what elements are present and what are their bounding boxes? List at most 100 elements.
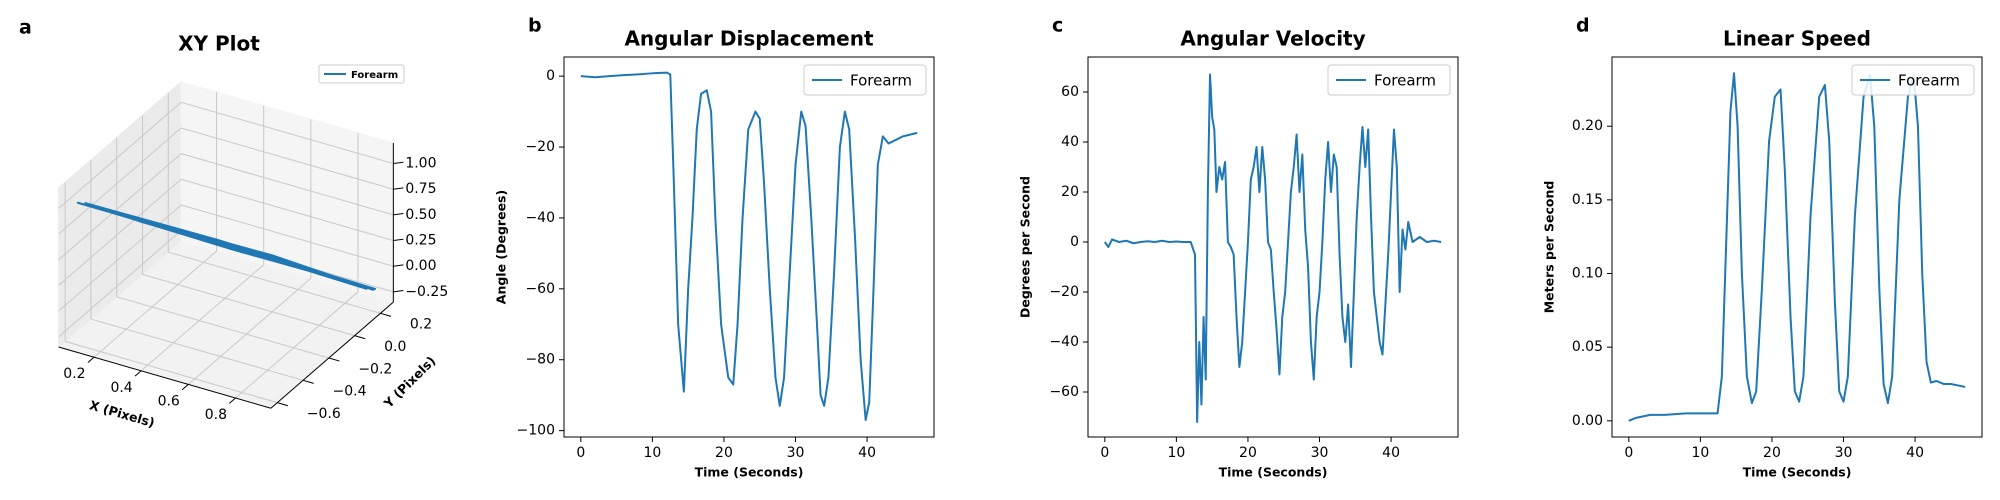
y-tick-label: 20 (1061, 184, 1079, 200)
y-tick-label: −0.4 (333, 384, 367, 400)
y-tick-label: −60 (525, 281, 555, 297)
y-axis-label: Degrees per Second (1018, 176, 1033, 318)
legend-box (318, 64, 405, 84)
x-tick-label: 10 (643, 445, 661, 461)
x-axis-label: X (Pixels) (88, 397, 157, 430)
y-tick-label: −80 (525, 352, 555, 368)
y-axis-label: Angle (Degrees) (494, 190, 509, 304)
chart-title: Angular Displacement (624, 27, 874, 51)
x-tick-label: 0.8 (205, 407, 227, 423)
grid-line (181, 178, 394, 242)
z-tick-label: 1.00 (405, 156, 436, 172)
data-line-3d (76, 201, 377, 291)
z-tick (393, 238, 404, 242)
grid-line (142, 273, 355, 337)
y-tick (277, 402, 289, 407)
y-tick (302, 379, 314, 384)
x-tick-label: 30 (787, 445, 805, 461)
x-tick-label: 0 (1100, 445, 1109, 461)
z-tick-label: 0.25 (405, 233, 436, 249)
data-line (1104, 73, 1442, 423)
axes-frame (563, 56, 935, 438)
z-tick (393, 187, 404, 190)
x-tick-label: 40 (1382, 445, 1400, 461)
x-tick-label: 30 (1311, 445, 1329, 461)
y-tick-label: 0.0 (384, 339, 406, 355)
y-axis-line (270, 301, 394, 409)
grid-line (168, 251, 381, 314)
chart-title: XY Plot (178, 32, 260, 56)
grid-line (58, 101, 182, 209)
y-tick (380, 312, 392, 317)
z-tick (393, 264, 404, 267)
grid-line (181, 101, 394, 165)
grid-line (58, 178, 182, 286)
data-line (580, 71, 918, 421)
y-tick-label: 0 (1070, 234, 1079, 250)
x-axis-label: Time (Seconds) (1743, 465, 1852, 480)
legend-label: Forearm (850, 72, 912, 90)
x-tick-label: 0 (576, 445, 585, 461)
grid-line (64, 340, 278, 404)
grid-line (90, 318, 304, 381)
grid-line (181, 127, 394, 190)
z-tick-label: 0.00 (405, 258, 436, 274)
chart-title: Linear Speed (1723, 27, 1871, 51)
y-tick-label: 0.15 (1572, 192, 1603, 208)
x-tick-label: 30 (1835, 445, 1853, 461)
panel-label: c (1052, 15, 1063, 37)
y-tick-label: 0.05 (1572, 339, 1603, 355)
y-tick-label: −20 (525, 139, 555, 155)
grid-line (58, 153, 182, 261)
x-tick-label: 0.6 (158, 393, 180, 409)
y-tick-label: 40 (1061, 134, 1079, 150)
y-tick-label: 0.00 (1572, 413, 1603, 429)
z-tick (393, 290, 404, 293)
grid-line (58, 204, 182, 312)
y-tick-label: −100 (517, 423, 555, 439)
legend-box (1327, 64, 1451, 96)
y-tick (354, 335, 366, 340)
axes-frame (1087, 56, 1459, 438)
z-tick (393, 213, 404, 216)
x-tick-label: 0.4 (110, 380, 132, 396)
x-axis-label: Time (Seconds) (695, 465, 804, 480)
z-tick-label: −0.25 (405, 284, 448, 300)
y-tick-label: −20 (1049, 284, 1079, 300)
x-tick-label: 40 (858, 445, 876, 461)
panel-label: a (19, 17, 32, 39)
grid-line (58, 230, 182, 338)
x-tick (181, 384, 189, 391)
legend-box (803, 64, 927, 96)
y-axis-label: Meters per Second (1542, 181, 1557, 314)
y-tick-label: −60 (1049, 384, 1079, 400)
x-tick-label: 10 (1167, 445, 1185, 461)
x-tick (134, 370, 142, 377)
axes-frame (1611, 56, 1983, 438)
z-tick-label: 0.50 (405, 207, 436, 223)
legend-label: Forearm (351, 70, 398, 81)
y-tick-label: 0.20 (1572, 118, 1603, 134)
legend-label: Forearm (1898, 72, 1960, 90)
z-tick (393, 161, 404, 165)
legend-label: Forearm (1374, 72, 1436, 90)
x-axis-line (58, 346, 271, 409)
y-tick-label: −0.6 (307, 406, 341, 422)
x-tick-label: 0 (1624, 445, 1633, 461)
data-line (1628, 72, 1966, 422)
x-axis-label: Time (Seconds) (1219, 465, 1328, 480)
y-tick-label: −0.2 (358, 361, 392, 377)
y-tick (328, 357, 340, 362)
panel-label: d (1576, 15, 1590, 37)
x-tick (229, 397, 236, 404)
panel-label: b (528, 15, 542, 37)
chart-title: Angular Velocity (1180, 27, 1365, 51)
grid-line (58, 127, 182, 235)
legend-box (1851, 64, 1975, 96)
grid-line (116, 296, 330, 359)
y-tick-label: 60 (1061, 84, 1079, 100)
grid-line (235, 291, 359, 399)
x-tick (87, 356, 95, 363)
